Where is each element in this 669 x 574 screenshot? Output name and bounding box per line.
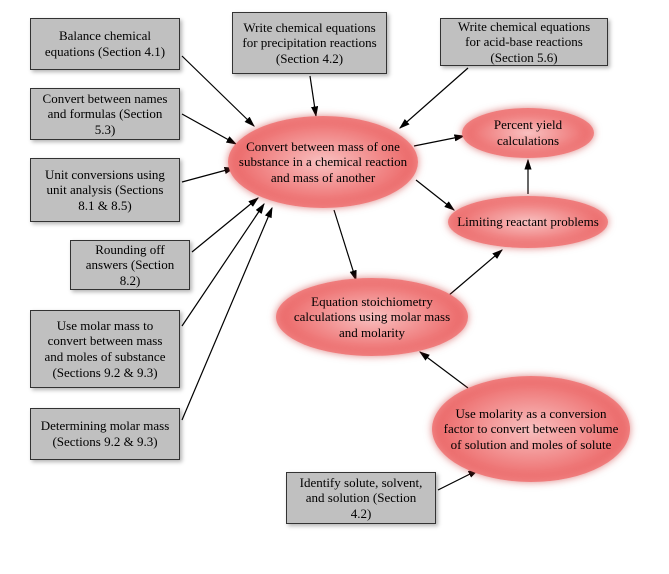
node-label-molarity: Use molarity as a conversion factor to c… xyxy=(440,406,622,453)
node-label-stoich: Equation stoichiometry calculations usin… xyxy=(284,294,460,341)
node-rounding: Rounding off answers (Section 8.2) xyxy=(70,240,190,290)
node-label-rounding: Rounding off answers (Section 8.2) xyxy=(79,242,181,289)
node-label-detmolar: Determining molar mass (Sections 9.2 & 9… xyxy=(39,418,171,449)
edge-acidbase-convertmass xyxy=(400,68,468,128)
node-label-percentyield: Percent yield calculations xyxy=(470,117,586,148)
edge-convertmass-percentyield xyxy=(414,136,464,146)
node-label-acidbase: Write chemical equations for acid-base r… xyxy=(449,19,599,66)
node-label-limiting: Limiting reactant problems xyxy=(457,214,599,230)
node-detmolar: Determining molar mass (Sections 9.2 & 9… xyxy=(30,408,180,460)
edge-convertmass-stoich xyxy=(334,210,356,280)
edge-molarmass-convertmass xyxy=(182,204,264,326)
node-convertmass: Convert between mass of one substance in… xyxy=(228,116,418,208)
edge-rounding-convertmass xyxy=(192,198,258,252)
node-label-convertmass: Convert between mass of one substance in… xyxy=(236,139,410,186)
node-label-names: Convert between names and formulas (Sect… xyxy=(39,91,171,138)
edge-precip-convertmass xyxy=(310,76,316,116)
node-label-precip: Write chemical equations for precipitati… xyxy=(241,20,378,67)
node-precip: Write chemical equations for precipitati… xyxy=(232,12,387,74)
node-stoich: Equation stoichiometry calculations usin… xyxy=(276,278,468,356)
node-unitconv: Unit conversions using unit analysis (Se… xyxy=(30,158,180,222)
edge-names-convertmass xyxy=(182,114,236,144)
node-molarmass: Use molar mass to convert between mass a… xyxy=(30,310,180,388)
node-limiting: Limiting reactant problems xyxy=(448,196,608,248)
node-names: Convert between names and formulas (Sect… xyxy=(30,88,180,140)
node-molarity: Use molarity as a conversion factor to c… xyxy=(432,376,630,482)
node-acidbase: Write chemical equations for acid-base r… xyxy=(440,18,608,66)
node-label-balance: Balance chemical equations (Section 4.1) xyxy=(39,28,171,59)
node-balance: Balance chemical equations (Section 4.1) xyxy=(30,18,180,70)
edge-molarity-stoich xyxy=(420,352,468,388)
edge-unitconv-convertmass xyxy=(182,168,234,182)
node-label-idsolute: Identify solute, solvent, and solution (… xyxy=(295,475,427,522)
node-idsolute: Identify solute, solvent, and solution (… xyxy=(286,472,436,524)
node-label-unitconv: Unit conversions using unit analysis (Se… xyxy=(39,167,171,214)
edge-idsolute-molarity xyxy=(438,470,478,490)
edge-convertmass-limiting xyxy=(416,180,454,210)
edge-detmolar-convertmass xyxy=(182,208,272,420)
node-label-molarmass: Use molar mass to convert between mass a… xyxy=(39,318,171,380)
node-percentyield: Percent yield calculations xyxy=(462,108,594,158)
edge-stoich-limiting xyxy=(448,250,502,296)
